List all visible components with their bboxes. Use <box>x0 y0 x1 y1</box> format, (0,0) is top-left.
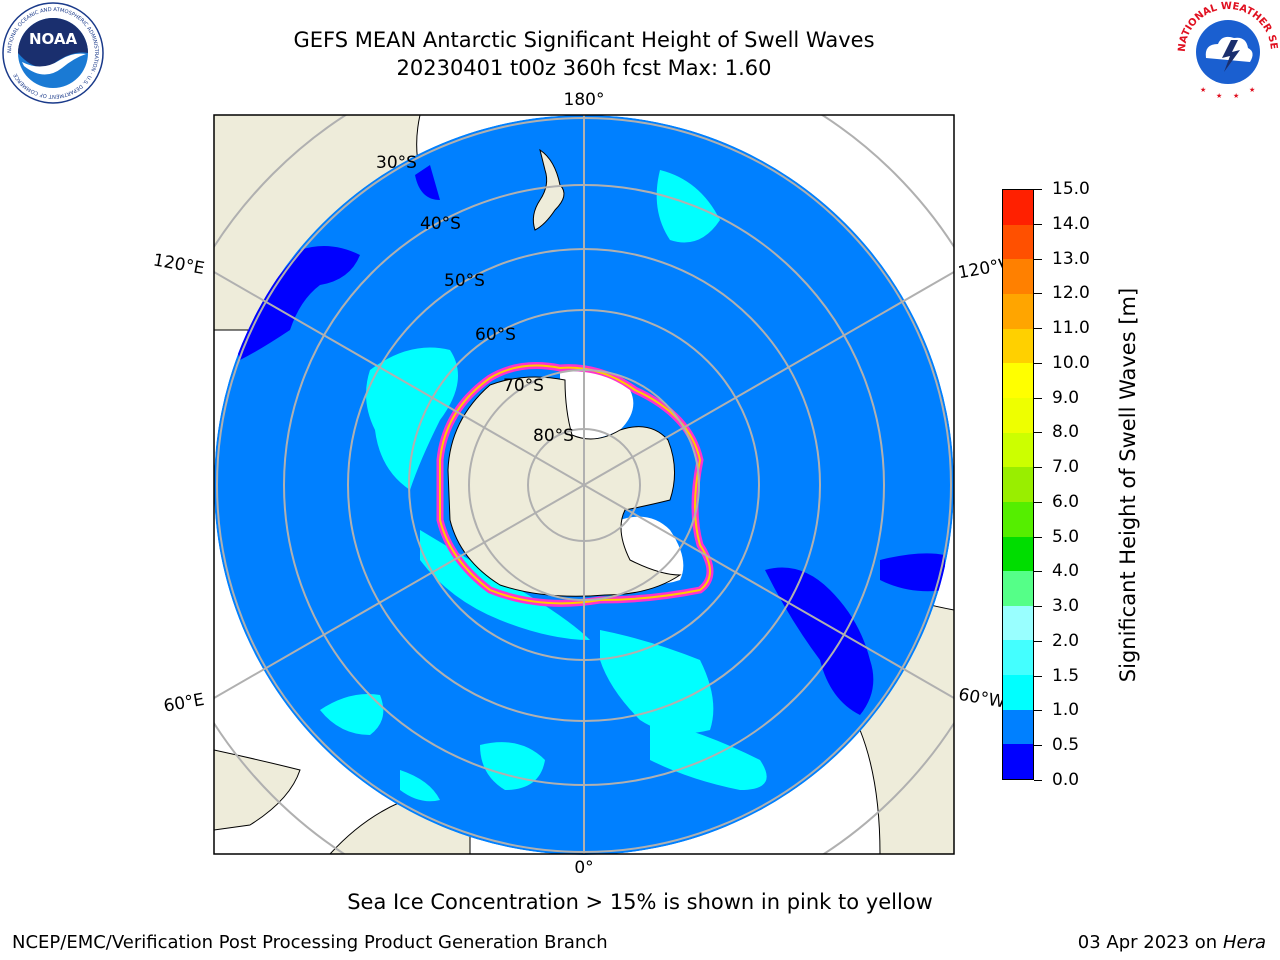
colorbar-segment <box>1003 363 1033 398</box>
chart-title: GEFS MEAN Antarctic Significant Height o… <box>293 28 875 52</box>
colorbar <box>1002 189 1034 780</box>
lat-label-70s: 70°S <box>503 376 544 396</box>
low-swell-region-australia <box>230 246 360 360</box>
svg-text:★: ★ <box>1216 92 1222 100</box>
colorbar-segment <box>1003 501 1033 537</box>
colorbar-title: Significant Height of Swell Waves [m] <box>1116 287 1140 683</box>
colorbar-tick-label: 13.0 <box>1052 249 1090 269</box>
colorbar-segment <box>1003 294 1033 329</box>
swell-patch-3 <box>600 630 714 734</box>
colorbar-segment <box>1003 328 1033 364</box>
colorbar-tick-label: 12.0 <box>1052 283 1090 303</box>
colorbar-tick <box>1034 467 1042 468</box>
colorbar-tick-label: 10.0 <box>1052 353 1090 373</box>
colorbar-tick <box>1034 571 1042 572</box>
colorbar-tick <box>1034 641 1042 642</box>
colorbar-tick-label: 15.0 <box>1052 179 1090 199</box>
colorbar-tick <box>1034 606 1042 607</box>
colorbar-segment <box>1003 744 1033 779</box>
colorbar-segment <box>1003 675 1033 710</box>
low-swell-region-atlantic <box>880 553 945 592</box>
colorbar-tick-label: 3.0 <box>1052 596 1080 616</box>
colorbar-tick <box>1034 189 1042 190</box>
new-zealand <box>532 148 565 231</box>
chart-subtitle: 20230401 t00z 360h fcst Max: 1.60 <box>396 56 772 80</box>
lon-label-lower-right: 60°W <box>957 685 1007 713</box>
noaa-logo: NATIONAL OCEANIC AND ATMOSPHERIC ADMINIS… <box>2 2 104 104</box>
colorbar-tick <box>1034 398 1042 399</box>
colorbar-tick <box>1034 328 1042 329</box>
footer-host: Hera <box>1222 932 1266 953</box>
colorbar-tick <box>1034 224 1042 225</box>
svg-text:★: ★ <box>1233 92 1239 100</box>
footer-date: 03 Apr 2023 on Hera <box>1078 932 1266 953</box>
lat-label-80s: 80°S <box>533 426 574 446</box>
colorbar-segment <box>1003 259 1033 295</box>
swell-patch-4 <box>320 694 384 735</box>
svg-text:★: ★ <box>1249 86 1255 94</box>
footer-credit: NCEP/EMC/Verification Post Processing Pr… <box>12 932 608 953</box>
colorbar-segment <box>1003 190 1033 225</box>
colorbar-tick <box>1034 432 1042 433</box>
colorbar-tick <box>1034 537 1042 538</box>
colorbar-tick <box>1034 293 1042 294</box>
colorbar-tick-label: 7.0 <box>1052 457 1080 477</box>
swell-patch-6 <box>650 720 767 790</box>
ross-ice-shelf <box>560 371 634 439</box>
map-frame <box>213 114 955 855</box>
nws-logo: NATIONAL WEATHER SERVICE ★ ★ ★ ★ <box>1176 0 1279 103</box>
colorbar-segment <box>1003 605 1033 641</box>
noaa-logo-text: NOAA <box>29 30 78 48</box>
lat-label-50s: 50°S <box>444 271 485 291</box>
colorbar-tick-label: 2.0 <box>1052 631 1080 651</box>
colorbar-segment <box>1003 640 1033 676</box>
colorbar-tick-label: 9.0 <box>1052 388 1080 408</box>
colorbar-tick <box>1034 502 1042 503</box>
lat-label-30s: 30°S <box>376 153 417 173</box>
colorbar-tick <box>1034 676 1042 677</box>
lon-label-upper-left: 120°E <box>152 250 206 279</box>
lon-label-top: 180° <box>564 90 605 110</box>
colorbar-segment <box>1003 571 1033 606</box>
colorbar-tick-label: 1.5 <box>1052 666 1080 686</box>
footer-date-text: 03 Apr 2023 on <box>1077 932 1223 953</box>
sea-ice-caption: Sea Ice Concentration > 15% is shown in … <box>347 890 933 914</box>
colorbar-tick-label: 5.0 <box>1052 527 1080 547</box>
colorbar-tick-label: 4.0 <box>1052 561 1080 581</box>
colorbar-tick-label: 1.0 <box>1052 700 1080 720</box>
lat-label-40s: 40°S <box>420 214 461 234</box>
colorbar-segment <box>1003 467 1033 502</box>
swell-patch-1 <box>366 347 458 490</box>
meridian-120w-60e <box>214 271 954 699</box>
low-swell-region-tasman <box>415 165 440 200</box>
colorbar-tick-label: 8.0 <box>1052 422 1080 442</box>
antarctica <box>447 376 682 597</box>
graticule <box>214 115 954 854</box>
colorbar-tick-label: 11.0 <box>1052 318 1090 338</box>
lat-label-60s: 60°S <box>475 325 516 345</box>
colorbar-tick-label: 6.0 <box>1052 492 1080 512</box>
lon-label-bottom: 0° <box>574 858 593 878</box>
sea-ice-edge-yellow <box>439 364 711 605</box>
svg-text:★: ★ <box>1200 86 1206 94</box>
colorbar-segment <box>1003 432 1033 468</box>
colorbar-segment <box>1003 397 1033 433</box>
colorbar-tick <box>1034 745 1042 746</box>
colorbar-tick <box>1034 710 1042 711</box>
colorbar-tick <box>1034 780 1042 781</box>
colorbar-tick-label: 0.0 <box>1052 770 1080 790</box>
colorbar-segment <box>1003 224 1033 260</box>
swell-patch-7 <box>656 170 720 243</box>
colorbar-tick <box>1034 259 1042 260</box>
colorbar-tick-label: 14.0 <box>1052 214 1090 234</box>
colorbar-segment <box>1003 536 1033 572</box>
colorbar-tick-label: 0.5 <box>1052 735 1080 755</box>
colorbar-tick <box>1034 363 1042 364</box>
colorbar-segment <box>1003 709 1033 745</box>
swell-patch-8 <box>400 770 440 802</box>
swell-patch-5 <box>480 742 545 790</box>
lon-label-lower-left: 60°E <box>162 690 206 717</box>
